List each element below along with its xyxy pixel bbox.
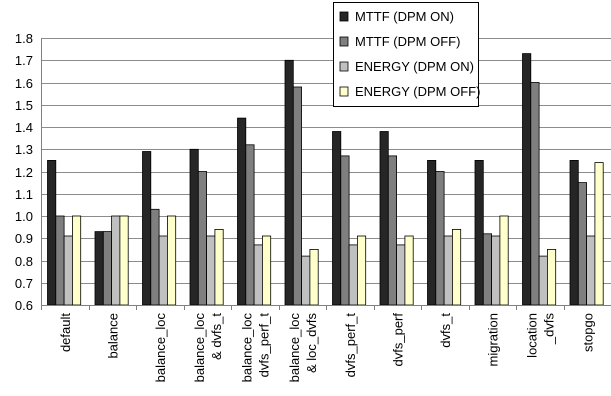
bar-energy-dpm-off (166, 215, 177, 306)
x-category-label: dvfs_perf_t (343, 313, 358, 378)
bar-energy-dpm-on (63, 235, 73, 306)
y-tick-label: 1.4 (15, 120, 33, 135)
bar-energy-dpm-on (158, 235, 168, 306)
bar-mttf-dpm-off (482, 233, 492, 306)
x-category-label: dvfs_t (438, 313, 453, 348)
y-tick-label: 1.2 (15, 165, 33, 180)
bar-mttf-dpm-off (55, 215, 65, 306)
bar-energy-dpm-off (214, 228, 224, 306)
x-category-labels: default balance balance_loc balance_loc & dv… (58, 313, 595, 383)
x-category-label: & loc_dvfs (304, 313, 319, 373)
bar-energy-dpm-off (404, 235, 414, 306)
y-tick-label: 0.7 (15, 276, 33, 291)
y-tick-label: 0.6 (15, 298, 33, 313)
bar-energy-dpm-on (443, 235, 453, 306)
bar-energy-dpm-off (309, 248, 319, 306)
x-category-label: dvfs_perf_t (256, 313, 271, 378)
x-category-label: & dvfs_t (209, 313, 224, 360)
bar-mttf-dpm-on (189, 148, 199, 306)
legend-label: MTTF (DPM OFF) (355, 34, 460, 49)
y-tick-label: 1.1 (15, 187, 33, 202)
bar-energy-dpm-on (348, 244, 358, 306)
x-category-label: default (58, 313, 73, 352)
bar-energy-dpm-on (491, 235, 501, 306)
legend-label: ENERGY (DPM OFF) (355, 84, 480, 99)
bar-mttf-dpm-off (102, 231, 113, 306)
bar-mttf-dpm-on (569, 159, 579, 306)
y-tick-label: 1.8 (15, 31, 33, 46)
y-tick-label: 1.7 (15, 53, 33, 68)
y-tick-label: 1.3 (15, 142, 33, 157)
y-tick-label: 1.6 (15, 76, 33, 91)
bar-mttf-dpm-off (292, 86, 302, 306)
bar-mttf-dpm-on (522, 53, 532, 306)
bar-energy-dpm-on (206, 235, 216, 306)
bar-energy-dpm-on (538, 255, 548, 306)
bar-energy-dpm-off (594, 162, 604, 306)
bar-mttf-dpm-on (474, 159, 484, 306)
bar-mttf-dpm-on (379, 131, 389, 306)
legend: MTTF (DPM ON) MTTF (DPM OFF) ENERGY (DPM O… (333, 2, 480, 107)
bar-mttf-dpm-off (150, 208, 160, 306)
bar-mttf-dpm-off (387, 155, 397, 306)
y-tick-label: 1.0 (15, 209, 33, 224)
y-tick-label: 0.9 (15, 231, 33, 246)
x-category-label: _dvfs (541, 313, 556, 346)
bar-mttf-dpm-on (237, 117, 247, 306)
y-tick-labels: 0.6 0.7 0.8 0.9 1.0 1.1 1.2 1.3 1.4 1.5 1.6 1.7 1.8 (15, 31, 33, 313)
bar-mttf-dpm-off (197, 171, 208, 306)
x-category-label: balance_loc (287, 313, 302, 383)
bar-mttf-dpm-off (530, 82, 540, 306)
legend-box (333, 2, 479, 107)
bar-mttf-dpm-on (142, 151, 152, 306)
bar-mttf-dpm-off (577, 182, 587, 306)
bar-energy-dpm-on (586, 235, 596, 306)
bar-energy-dpm-on (301, 255, 311, 306)
bars-layer (47, 53, 604, 306)
bar-energy-dpm-off (547, 248, 557, 306)
bar-mttf-dpm-off (435, 171, 445, 306)
gridlines (41, 38, 611, 284)
bar-mttf-dpm-on (332, 131, 342, 306)
y-tick-label: 0.8 (15, 254, 33, 269)
bar-mttf-dpm-on (94, 231, 104, 306)
bar-energy-dpm-on (396, 244, 406, 306)
bar-energy-dpm-off (72, 215, 82, 306)
x-category-label: stopgo (580, 313, 595, 352)
x-category-label: dvfs_perf (390, 313, 405, 367)
axes (41, 38, 611, 310)
bar-energy-dpm-on (253, 244, 263, 306)
legend-swatch (339, 86, 349, 97)
bar-mttf-dpm-off (245, 144, 255, 306)
bar-mttf-dpm-on (47, 159, 57, 306)
y-tick-label: 1.5 (15, 98, 33, 113)
legend-swatch (339, 36, 349, 47)
x-category-label: balance_loc (153, 313, 168, 383)
legend-label: ENERGY (DPM ON) (355, 59, 474, 74)
bar-mttf-dpm-off (340, 155, 350, 306)
x-category-label: balance_loc (192, 313, 207, 383)
legend-swatch (339, 11, 349, 22)
bar-energy-dpm-off (499, 215, 509, 306)
bar-energy-dpm-off (119, 215, 129, 306)
bar-mttf-dpm-on (427, 159, 437, 306)
bar-energy-dpm-off (261, 235, 272, 306)
bar-mttf-dpm-on (284, 59, 294, 306)
x-category-label: location (524, 313, 539, 358)
legend-label: MTTF (DPM ON) (355, 9, 454, 24)
legend-swatch (339, 61, 349, 72)
bar-energy-dpm-on (111, 215, 121, 306)
bar-energy-dpm-off (356, 235, 367, 306)
x-category-label: balance_loc (239, 313, 254, 383)
x-category-label: migration (485, 313, 500, 366)
x-category-label: balance (105, 313, 120, 359)
bar-energy-dpm-off (451, 228, 462, 306)
